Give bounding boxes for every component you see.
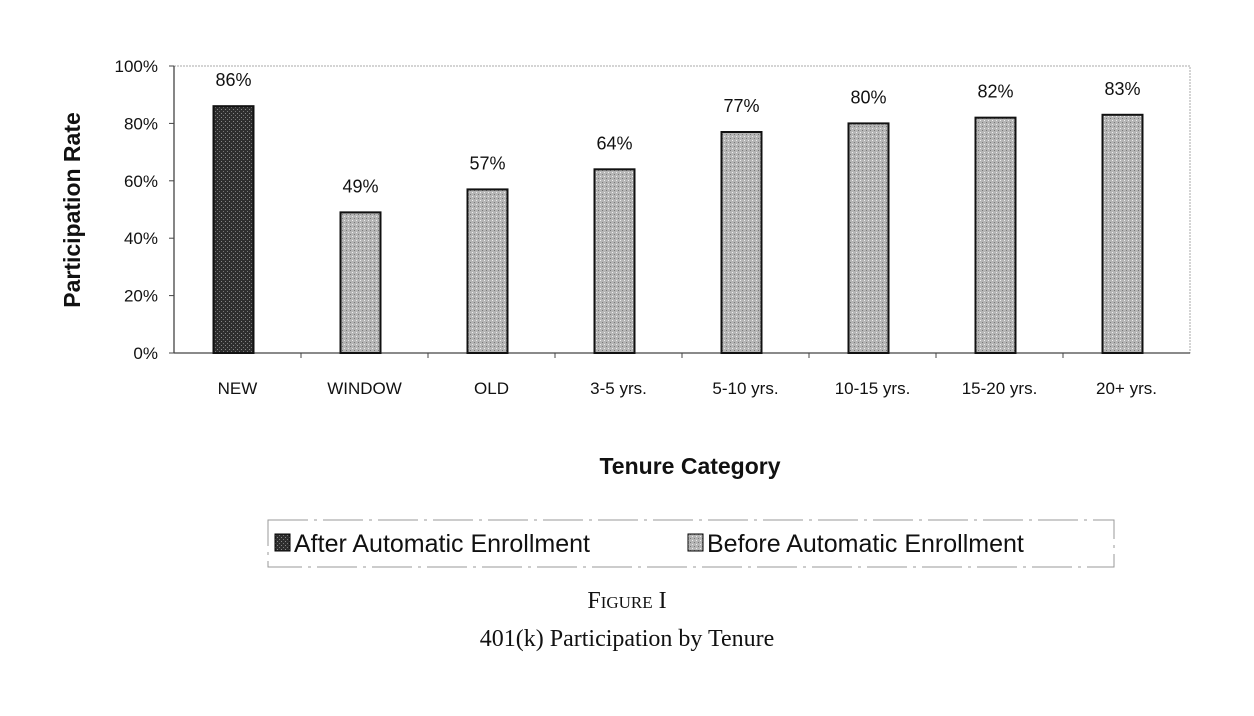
- y-tick-label: 40%: [124, 229, 158, 248]
- y-tick-label: 80%: [124, 114, 158, 133]
- data-label: 64%: [596, 133, 632, 153]
- plot-area-border: [173, 65, 1191, 354]
- bar: [339, 211, 382, 354]
- y-axis-title: Participation Rate: [59, 112, 85, 308]
- y-tick-label: 100%: [115, 57, 158, 76]
- bar: [593, 168, 636, 354]
- x-tick-label: OLD: [474, 379, 509, 398]
- x-tick-label: WINDOW: [327, 379, 402, 398]
- bar: [1101, 113, 1144, 355]
- data-label: 57%: [469, 153, 505, 173]
- x-tick-label: 3-5 yrs.: [590, 379, 647, 398]
- data-label: 49%: [342, 176, 378, 196]
- figure-title: 401(k) Participation by Tenure: [479, 626, 775, 652]
- data-label: 80%: [850, 87, 886, 107]
- legend-label-before: Before Automatic Enrollment: [707, 530, 1024, 558]
- y-tick-label: 20%: [124, 287, 158, 306]
- bar: [847, 122, 890, 355]
- data-label: 77%: [723, 96, 759, 116]
- bar: [212, 105, 255, 355]
- legend-swatch-before: [687, 533, 704, 552]
- legend-box: [267, 519, 1115, 568]
- figure-label: Figure I: [587, 588, 667, 614]
- legend-label-after: After Automatic Enrollment: [294, 530, 590, 558]
- y-tick-label: 60%: [124, 172, 158, 191]
- x-tick-label: 10-15 yrs.: [835, 379, 911, 398]
- y-tick-label: 0%: [133, 344, 158, 363]
- bar: [466, 188, 509, 354]
- bar: [720, 131, 763, 354]
- x-tick-label: 15-20 yrs.: [962, 379, 1038, 398]
- x-tick-label: 5-10 yrs.: [712, 379, 778, 398]
- data-label: 82%: [977, 82, 1013, 102]
- x-tick-label: 20+ yrs.: [1096, 379, 1157, 398]
- legend: After Automatic Enrollment Before Automa…: [267, 519, 1115, 568]
- x-tick-label: NEW: [218, 379, 258, 398]
- data-label: 86%: [215, 70, 251, 90]
- x-axis-title: Tenure Category: [599, 453, 780, 479]
- bar: [974, 116, 1017, 354]
- legend-swatch-after: [274, 533, 291, 552]
- data-label: 83%: [1104, 79, 1140, 99]
